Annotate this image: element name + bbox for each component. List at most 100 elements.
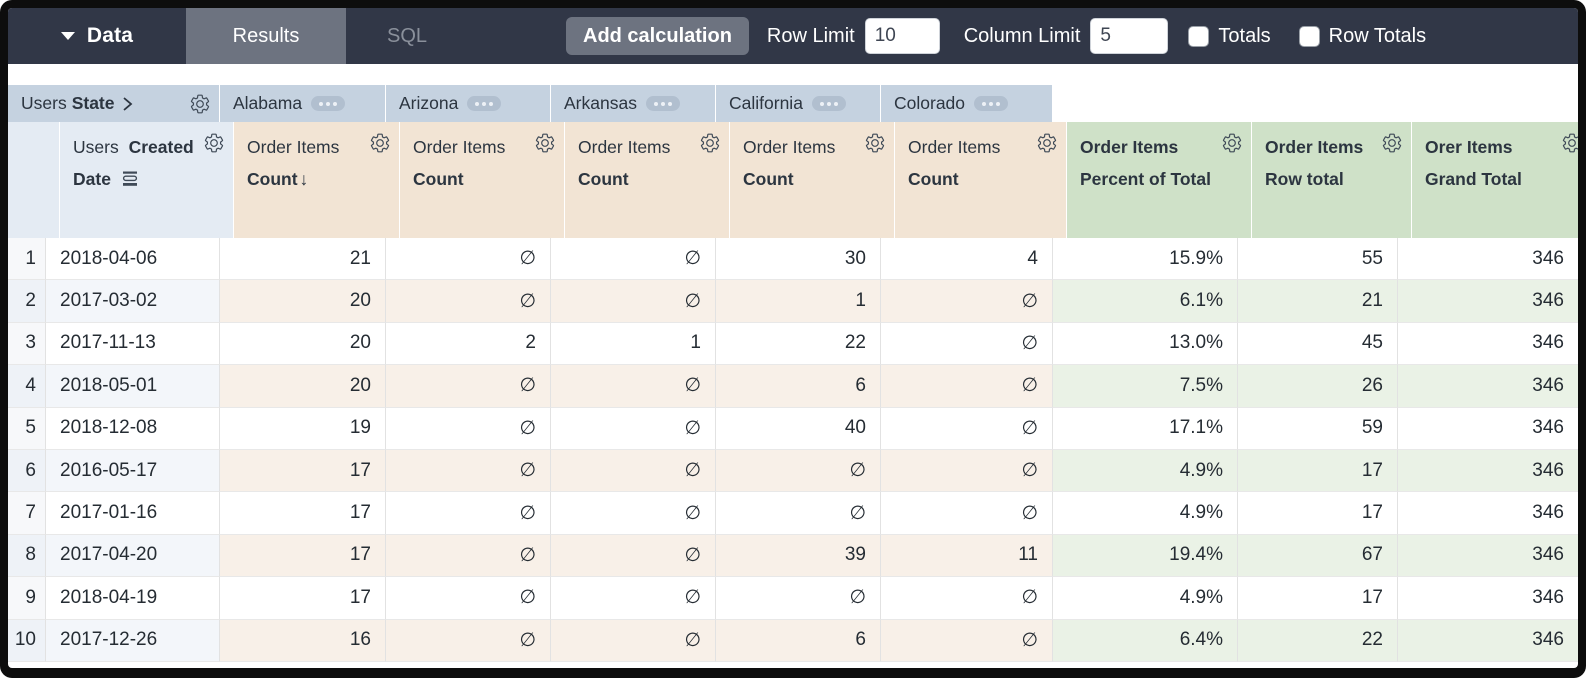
date-cell[interactable]: 2018-05-01	[46, 365, 220, 408]
calc-value-cell[interactable]: 346	[1398, 238, 1578, 281]
totals-toggle[interactable]: Totals	[1188, 8, 1271, 64]
gear-icon[interactable]	[534, 132, 556, 154]
date-cell[interactable]: 2018-04-19	[46, 577, 220, 620]
pivot-dimension-header[interactable]: Users State	[8, 85, 220, 122]
calc-value-cell[interactable]: 26	[1238, 365, 1398, 408]
date-cell[interactable]: 2018-12-08	[46, 407, 220, 450]
gear-icon[interactable]	[699, 132, 721, 154]
ellipsis-menu-icon[interactable]	[311, 96, 346, 111]
value-cell[interactable]: 17	[220, 492, 386, 535]
value-cell[interactable]: 40	[716, 407, 881, 450]
ellipsis-menu-icon[interactable]	[974, 96, 1009, 111]
calc-value-cell[interactable]: 346	[1398, 407, 1578, 450]
calc-value-cell[interactable]: 346	[1398, 280, 1578, 323]
value-cell[interactable]: 20	[220, 365, 386, 408]
date-cell[interactable]: 2017-01-16	[46, 492, 220, 535]
calc-value-cell[interactable]: 346	[1398, 577, 1578, 620]
tab-sql[interactable]: SQL	[346, 8, 468, 64]
row-totals-toggle[interactable]: Row Totals	[1298, 8, 1426, 64]
value-cell[interactable]: 17	[220, 577, 386, 620]
date-cell[interactable]: 2016-05-17	[46, 449, 220, 493]
value-cell[interactable]: 20	[220, 322, 386, 366]
column-limit-input[interactable]	[1090, 18, 1169, 54]
date-cell[interactable]: 2017-11-13	[46, 322, 220, 366]
calc-value-cell[interactable]: 4.9%	[1053, 577, 1238, 620]
date-cell[interactable]: 2017-04-20	[46, 534, 220, 578]
calc-value-cell[interactable]: 59	[1238, 407, 1398, 450]
pivot-value-arkansas[interactable]: Arkansas	[551, 85, 716, 122]
calc-value-cell[interactable]: 346	[1398, 365, 1578, 408]
date-cell[interactable]: 2017-12-26	[46, 619, 220, 662]
row-limit-input[interactable]	[864, 18, 940, 54]
value-cell[interactable]: 1	[716, 280, 881, 323]
measure-header-arizona[interactable]: Order Items Count	[400, 122, 565, 238]
pivot-value-california[interactable]: California	[716, 85, 881, 122]
measure-header-alabama[interactable]: Order Items Count ↓	[234, 122, 400, 238]
calc-header-grand-total[interactable]: Orer Items Grand Total	[1412, 122, 1578, 238]
calc-header-row-total[interactable]: Order Items Row total	[1252, 122, 1412, 238]
tab-results[interactable]: Results	[186, 8, 346, 64]
gear-icon[interactable]	[189, 93, 211, 115]
calc-value-cell[interactable]: 346	[1398, 534, 1578, 578]
gear-icon[interactable]	[369, 132, 391, 154]
fill-fields-icon[interactable]	[120, 168, 140, 188]
calc-value-cell[interactable]: 346	[1398, 322, 1578, 366]
pivot-value-alabama[interactable]: Alabama	[220, 85, 386, 122]
gear-icon[interactable]	[1221, 132, 1243, 154]
value-cell[interactable]: 21	[220, 238, 386, 281]
totals-checkbox[interactable]	[1188, 25, 1210, 47]
calc-value-cell[interactable]: 346	[1398, 492, 1578, 535]
pivot-value-colorado[interactable]: Colorado	[881, 85, 1053, 122]
value-cell[interactable]: 17	[220, 534, 386, 578]
calc-value-cell[interactable]: 6.4%	[1053, 619, 1238, 662]
value-cell[interactable]: 16	[220, 619, 386, 662]
ellipsis-menu-icon[interactable]	[467, 96, 502, 111]
value-cell[interactable]: 2	[386, 322, 551, 366]
gear-icon[interactable]	[864, 132, 886, 154]
calc-value-cell[interactable]: 17.1%	[1053, 407, 1238, 450]
measure-header-arkansas[interactable]: Order Items Count	[565, 122, 730, 238]
calc-value-cell[interactable]: 6.1%	[1053, 280, 1238, 323]
gear-icon[interactable]	[1561, 132, 1578, 154]
gear-icon[interactable]	[203, 132, 225, 154]
calc-value-cell[interactable]: 17	[1238, 492, 1398, 535]
value-cell[interactable]: 22	[716, 322, 881, 366]
calc-value-cell[interactable]: 4.9%	[1053, 492, 1238, 535]
pivot-value-arizona[interactable]: Arizona	[386, 85, 551, 122]
value-cell[interactable]: 30	[716, 238, 881, 281]
ellipsis-menu-icon[interactable]	[645, 96, 680, 111]
calc-value-cell[interactable]: 55	[1238, 238, 1398, 281]
value-cell[interactable]: 39	[716, 534, 881, 578]
calc-value-cell[interactable]: 17	[1238, 577, 1398, 620]
ellipsis-menu-icon[interactable]	[811, 96, 846, 111]
row-dimension-header[interactable]: Users Created Date	[60, 122, 234, 238]
calc-header-percent-of-total[interactable]: Order Items Percent of Total	[1067, 122, 1252, 238]
calc-value-cell[interactable]: 15.9%	[1053, 238, 1238, 281]
row-totals-checkbox[interactable]	[1298, 25, 1320, 47]
add-calculation-button[interactable]: Add calculation	[566, 17, 749, 55]
value-cell[interactable]: 4	[881, 238, 1053, 281]
calc-value-cell[interactable]: 67	[1238, 534, 1398, 578]
gear-icon[interactable]	[1381, 132, 1403, 154]
gear-icon[interactable]	[1036, 132, 1058, 154]
value-cell[interactable]: 1	[551, 322, 716, 366]
value-cell[interactable]: 17	[220, 449, 386, 493]
calc-value-cell[interactable]: 21	[1238, 280, 1398, 323]
measure-header-colorado[interactable]: Order Items Count	[895, 122, 1067, 238]
calc-value-cell[interactable]: 7.5%	[1053, 365, 1238, 408]
calc-value-cell[interactable]: 4.9%	[1053, 449, 1238, 493]
calc-value-cell[interactable]: 17	[1238, 449, 1398, 493]
value-cell[interactable]: 6	[716, 365, 881, 408]
value-cell[interactable]: 6	[716, 619, 881, 662]
calc-value-cell[interactable]: 13.0%	[1053, 322, 1238, 366]
calc-value-cell[interactable]: 346	[1398, 449, 1578, 493]
data-section-header[interactable]: Data	[8, 8, 186, 64]
value-cell[interactable]: 19	[220, 407, 386, 450]
value-cell[interactable]: 20	[220, 280, 386, 323]
calc-value-cell[interactable]: 346	[1398, 619, 1578, 662]
date-cell[interactable]: 2018-04-06	[46, 238, 220, 281]
calc-value-cell[interactable]: 19.4%	[1053, 534, 1238, 578]
calc-value-cell[interactable]: 22	[1238, 619, 1398, 662]
measure-header-california[interactable]: Order Items Count	[730, 122, 895, 238]
value-cell[interactable]: 11	[881, 534, 1053, 578]
